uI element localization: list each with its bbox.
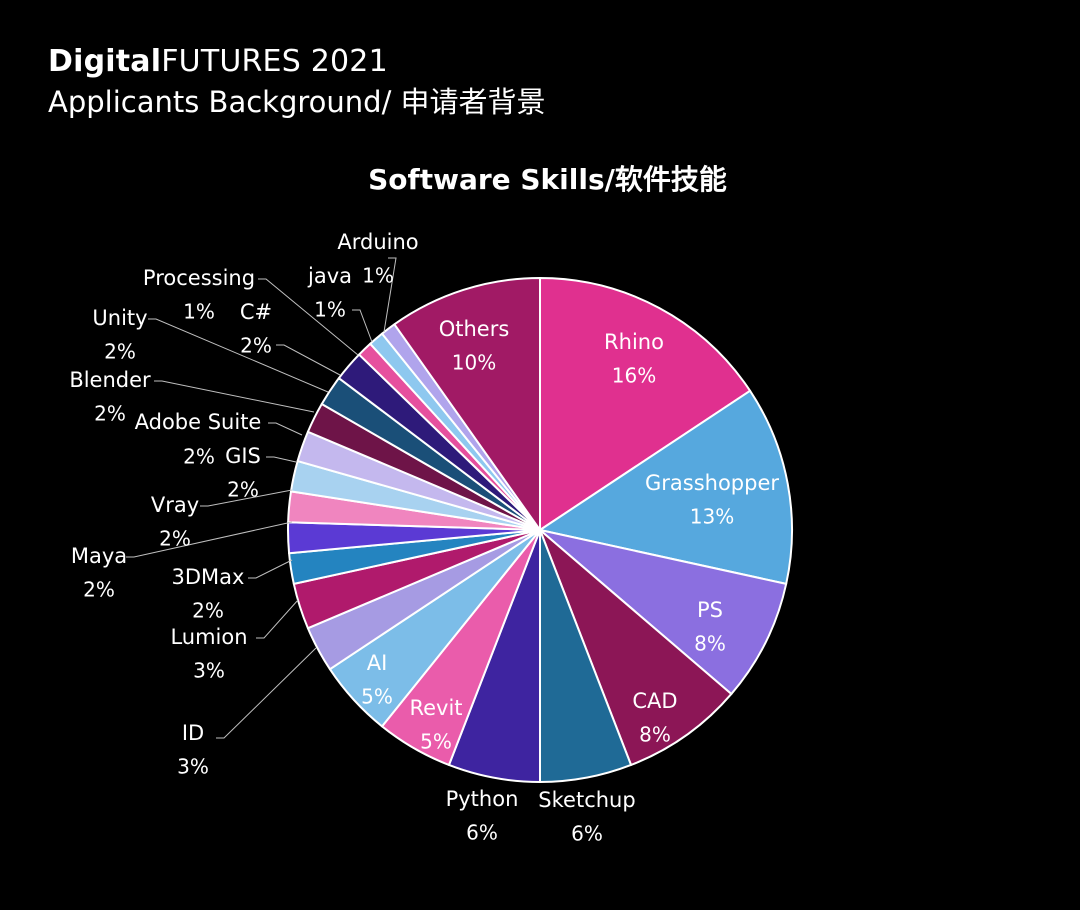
pie-slice-others	[393, 277, 541, 531]
leader-line-lumion	[256, 599, 299, 639]
slice-value-rhino: 16%	[612, 364, 656, 388]
leader-line-c-	[276, 344, 341, 376]
leader-line-arduino	[383, 257, 397, 333]
slice-label-unity: Unity	[92, 306, 147, 330]
slice-value-processing: 1%	[183, 300, 215, 324]
slice-labels: Rhino 16% Grasshopper 13% PS 8% CAD 8% Sketchup 6…	[69, 230, 779, 846]
slice-label-cad: CAD	[632, 689, 677, 713]
brand-year: 2021	[310, 44, 388, 79]
slice-label-grasshopper: Grasshopper	[645, 471, 779, 495]
slice-label-vray: Vray	[151, 493, 199, 517]
pie-slice-rhino	[539, 277, 752, 531]
leader-line-maya	[126, 521, 293, 558]
leader-line-java	[352, 309, 373, 343]
slice-label-3dmax: 3DMax	[172, 565, 245, 589]
slice-value-ai: 5%	[361, 685, 393, 709]
leader-line-processing	[258, 278, 359, 356]
leader-line-id	[216, 647, 317, 739]
slice-value-blender: 2%	[94, 402, 126, 426]
slice-label-python: Python	[446, 787, 519, 811]
slice-label-adobe-suite: Adobe Suite	[135, 410, 262, 434]
slice-value-id: 3%	[177, 755, 209, 779]
slice-value-revit: 5%	[420, 730, 452, 754]
header: DigitalFUTURES 2021 Applicants Backgroun…	[48, 42, 546, 122]
slice-label-id: ID	[182, 721, 204, 745]
slice-label-sketchup: Sketchup	[538, 788, 635, 812]
slice-label-maya: Maya	[71, 544, 127, 568]
slice-value-gis: 2%	[227, 478, 259, 502]
slice-value-vray: 2%	[159, 527, 191, 551]
leader-lines	[126, 257, 397, 739]
slice-value-cad: 8%	[639, 723, 671, 747]
pie-slice-grasshopper	[539, 389, 793, 585]
slice-value-c-: 2%	[240, 334, 272, 358]
slice-value-unity: 2%	[104, 340, 136, 364]
slice-value-3dmax: 2%	[192, 599, 224, 623]
leader-line-blender	[154, 380, 315, 413]
brand-title: DigitalFUTURES 2021	[48, 42, 546, 82]
leader-line-3dmax	[248, 559, 293, 579]
slice-value-maya: 2%	[83, 578, 115, 602]
brand-bold: Digital	[48, 44, 162, 79]
slice-label-ai: AI	[367, 651, 388, 675]
slice-value-arduino: 1%	[362, 264, 394, 288]
pie-slices	[286, 277, 793, 783]
slice-value-others: 10%	[452, 351, 496, 375]
slice-value-sketchup: 6%	[571, 822, 603, 846]
slice-label-java: java	[307, 264, 352, 288]
slice-label-revit: Revit	[409, 696, 462, 720]
page-subtitle: Applicants Background/ 申请者背景	[48, 85, 546, 119]
slice-label-arduino: Arduino	[337, 230, 418, 254]
slice-label-blender: Blender	[69, 368, 151, 392]
pie-slice-cad	[539, 529, 733, 766]
chart-title: Software Skills/软件技能	[368, 163, 727, 196]
leader-line-adobe-suite	[268, 422, 303, 436]
slice-value-ps: 8%	[694, 632, 726, 656]
slice-label-ps: PS	[697, 598, 723, 622]
slice-label-lumion: Lumion	[170, 625, 247, 649]
slice-label-processing: Processing	[143, 266, 255, 290]
pie-slice-ps	[539, 529, 788, 695]
slice-label-others: Others	[439, 317, 510, 341]
slice-value-lumion: 3%	[193, 659, 225, 683]
slice-label-gis: GIS	[225, 444, 261, 468]
slice-value-grasshopper: 13%	[690, 505, 734, 529]
leader-line-unity	[148, 318, 329, 393]
brand-light: FUTURES	[161, 44, 301, 79]
leader-line-gis	[266, 456, 297, 463]
slice-label-rhino: Rhino	[604, 330, 664, 354]
slice-label-c-: C#	[240, 300, 272, 324]
slice-value-adobe-suite: 2%	[183, 445, 215, 469]
leader-line-vray	[200, 489, 293, 507]
slice-value-java: 1%	[314, 298, 346, 322]
slice-value-python: 6%	[466, 821, 498, 845]
